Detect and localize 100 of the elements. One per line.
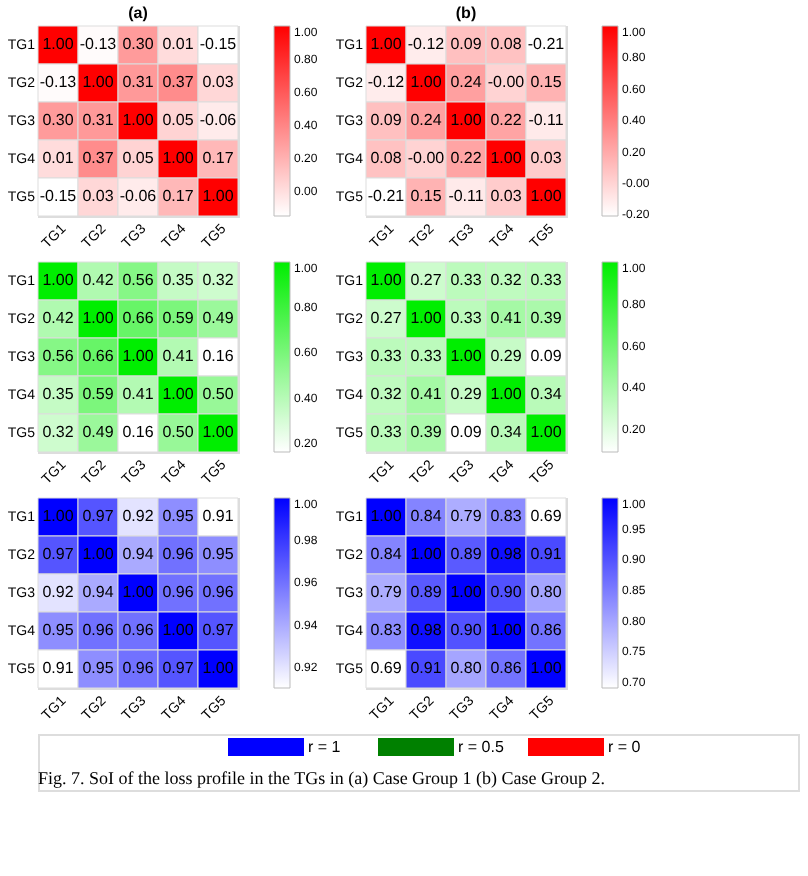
data-label: 0.09 <box>450 35 483 53</box>
data-label: 0.97 <box>202 621 235 639</box>
data-label: 1.00 <box>42 271 75 289</box>
data-label: 0.89 <box>450 545 483 563</box>
data-label: 0.33 <box>410 347 443 365</box>
data-label: 0.01 <box>42 149 75 167</box>
data-label: 0.91 <box>202 507 235 525</box>
data-label: 1.00 <box>202 187 235 205</box>
data-label: 0.27 <box>370 309 403 327</box>
data-label: 0.49 <box>82 423 115 441</box>
data-label: 0.42 <box>82 271 115 289</box>
data-label: 0.94 <box>122 545 155 563</box>
data-label: 1.00 <box>370 507 403 525</box>
data-label: 0.79 <box>370 583 403 601</box>
data-label: 1.00 <box>122 111 155 129</box>
data-label: 1.00 <box>370 271 403 289</box>
data-label: 0.32 <box>202 271 235 289</box>
data-label: 0.30 <box>122 35 155 53</box>
data-label: 0.96 <box>82 621 115 639</box>
data-label: 0.05 <box>122 149 155 167</box>
data-label: 0.89 <box>410 583 443 601</box>
data-label: -0.11 <box>528 111 565 129</box>
data-label: 0.17 <box>162 187 195 205</box>
data-label: 0.41 <box>410 385 443 403</box>
data-label: 1.00 <box>530 659 563 677</box>
data-label: 0.95 <box>202 545 235 563</box>
data-label: 1.00 <box>42 507 75 525</box>
data-label: 0.97 <box>82 507 115 525</box>
data-label: 0.16 <box>122 423 155 441</box>
data-label: 0.16 <box>202 347 235 365</box>
data-label: 0.41 <box>122 385 155 403</box>
chart-title: (a) <box>128 3 149 22</box>
data-label: 1.00 <box>82 545 115 563</box>
data-label: 1.00 <box>450 347 483 365</box>
data-label: 0.09 <box>450 423 483 441</box>
data-label: 1.00 <box>410 545 443 563</box>
data-label: 0.96 <box>122 621 155 639</box>
data-label: 0.15 <box>530 73 563 91</box>
data-label: 1.00 <box>82 73 115 91</box>
data-label: 1.00 <box>122 583 155 601</box>
data-label: 0.90 <box>490 583 523 601</box>
data-label: 0.35 <box>42 385 75 403</box>
data-label: 0.03 <box>530 149 563 167</box>
data-label: 1.00 <box>162 149 195 167</box>
category-label: r = 1 <box>308 738 342 756</box>
data-label: 0.37 <box>162 73 195 91</box>
data-label: 0.49 <box>202 309 235 327</box>
data-label: 0.41 <box>490 309 523 327</box>
data-label: 0.08 <box>370 149 403 167</box>
data-label: 1.00 <box>410 309 443 327</box>
data-label: -0.15 <box>199 35 238 53</box>
data-label: 1.00 <box>450 583 483 601</box>
data-label: 0.24 <box>410 111 443 129</box>
data-label: 0.41 <box>162 347 195 365</box>
data-label: 0.90 <box>450 621 483 639</box>
data-label: 1.00 <box>490 149 523 167</box>
category-label: r = 0 <box>608 738 642 756</box>
data-label: 0.34 <box>490 423 523 441</box>
data-label: 0.56 <box>122 271 155 289</box>
data-label: 0.98 <box>490 545 523 563</box>
data-label: 0.96 <box>202 583 235 601</box>
data-label: 0.22 <box>450 149 483 167</box>
data-label: -0.13 <box>39 73 78 91</box>
data-label: 0.03 <box>202 73 235 91</box>
data-label: 0.33 <box>370 347 403 365</box>
data-label: 0.79 <box>450 507 483 525</box>
data-label: 1.00 <box>490 621 523 639</box>
data-label: 0.37 <box>82 149 115 167</box>
data-label: 0.91 <box>410 659 443 677</box>
data-label: 1.00 <box>450 111 483 129</box>
data-label: 0.42 <box>42 309 75 327</box>
data-label: 0.31 <box>82 111 115 129</box>
data-label: 0.95 <box>82 659 115 677</box>
data-label: 1.00 <box>490 385 523 403</box>
data-label: 0.98 <box>410 621 443 639</box>
data-label: 0.35 <box>162 271 195 289</box>
data-label: 0.50 <box>162 423 195 441</box>
data-label: 0.96 <box>162 545 195 563</box>
data-label: -0.12 <box>367 73 406 91</box>
data-label: 0.17 <box>202 149 235 167</box>
data-label: 0.29 <box>450 385 483 403</box>
data-label: 0.84 <box>410 507 443 525</box>
data-label: 0.27 <box>410 271 443 289</box>
data-label: 0.09 <box>530 347 563 365</box>
data-label: 0.92 <box>42 583 75 601</box>
data-label: 0.03 <box>490 187 523 205</box>
data-label: 0.80 <box>530 583 563 601</box>
data-label: 0.33 <box>450 271 483 289</box>
data-label: 0.69 <box>530 507 563 525</box>
data-label: -0.00 <box>487 73 526 91</box>
data-label: 0.05 <box>162 111 195 129</box>
data-label: 0.86 <box>490 659 523 677</box>
data-label: -0.11 <box>448 187 485 205</box>
data-label: -0.15 <box>39 187 78 205</box>
data-label: -0.06 <box>119 187 158 205</box>
data-label: 0.31 <box>122 73 155 91</box>
data-label: 0.32 <box>490 271 523 289</box>
data-label: 1.00 <box>410 73 443 91</box>
data-label: 0.95 <box>162 507 195 525</box>
data-label: 0.92 <box>122 507 155 525</box>
